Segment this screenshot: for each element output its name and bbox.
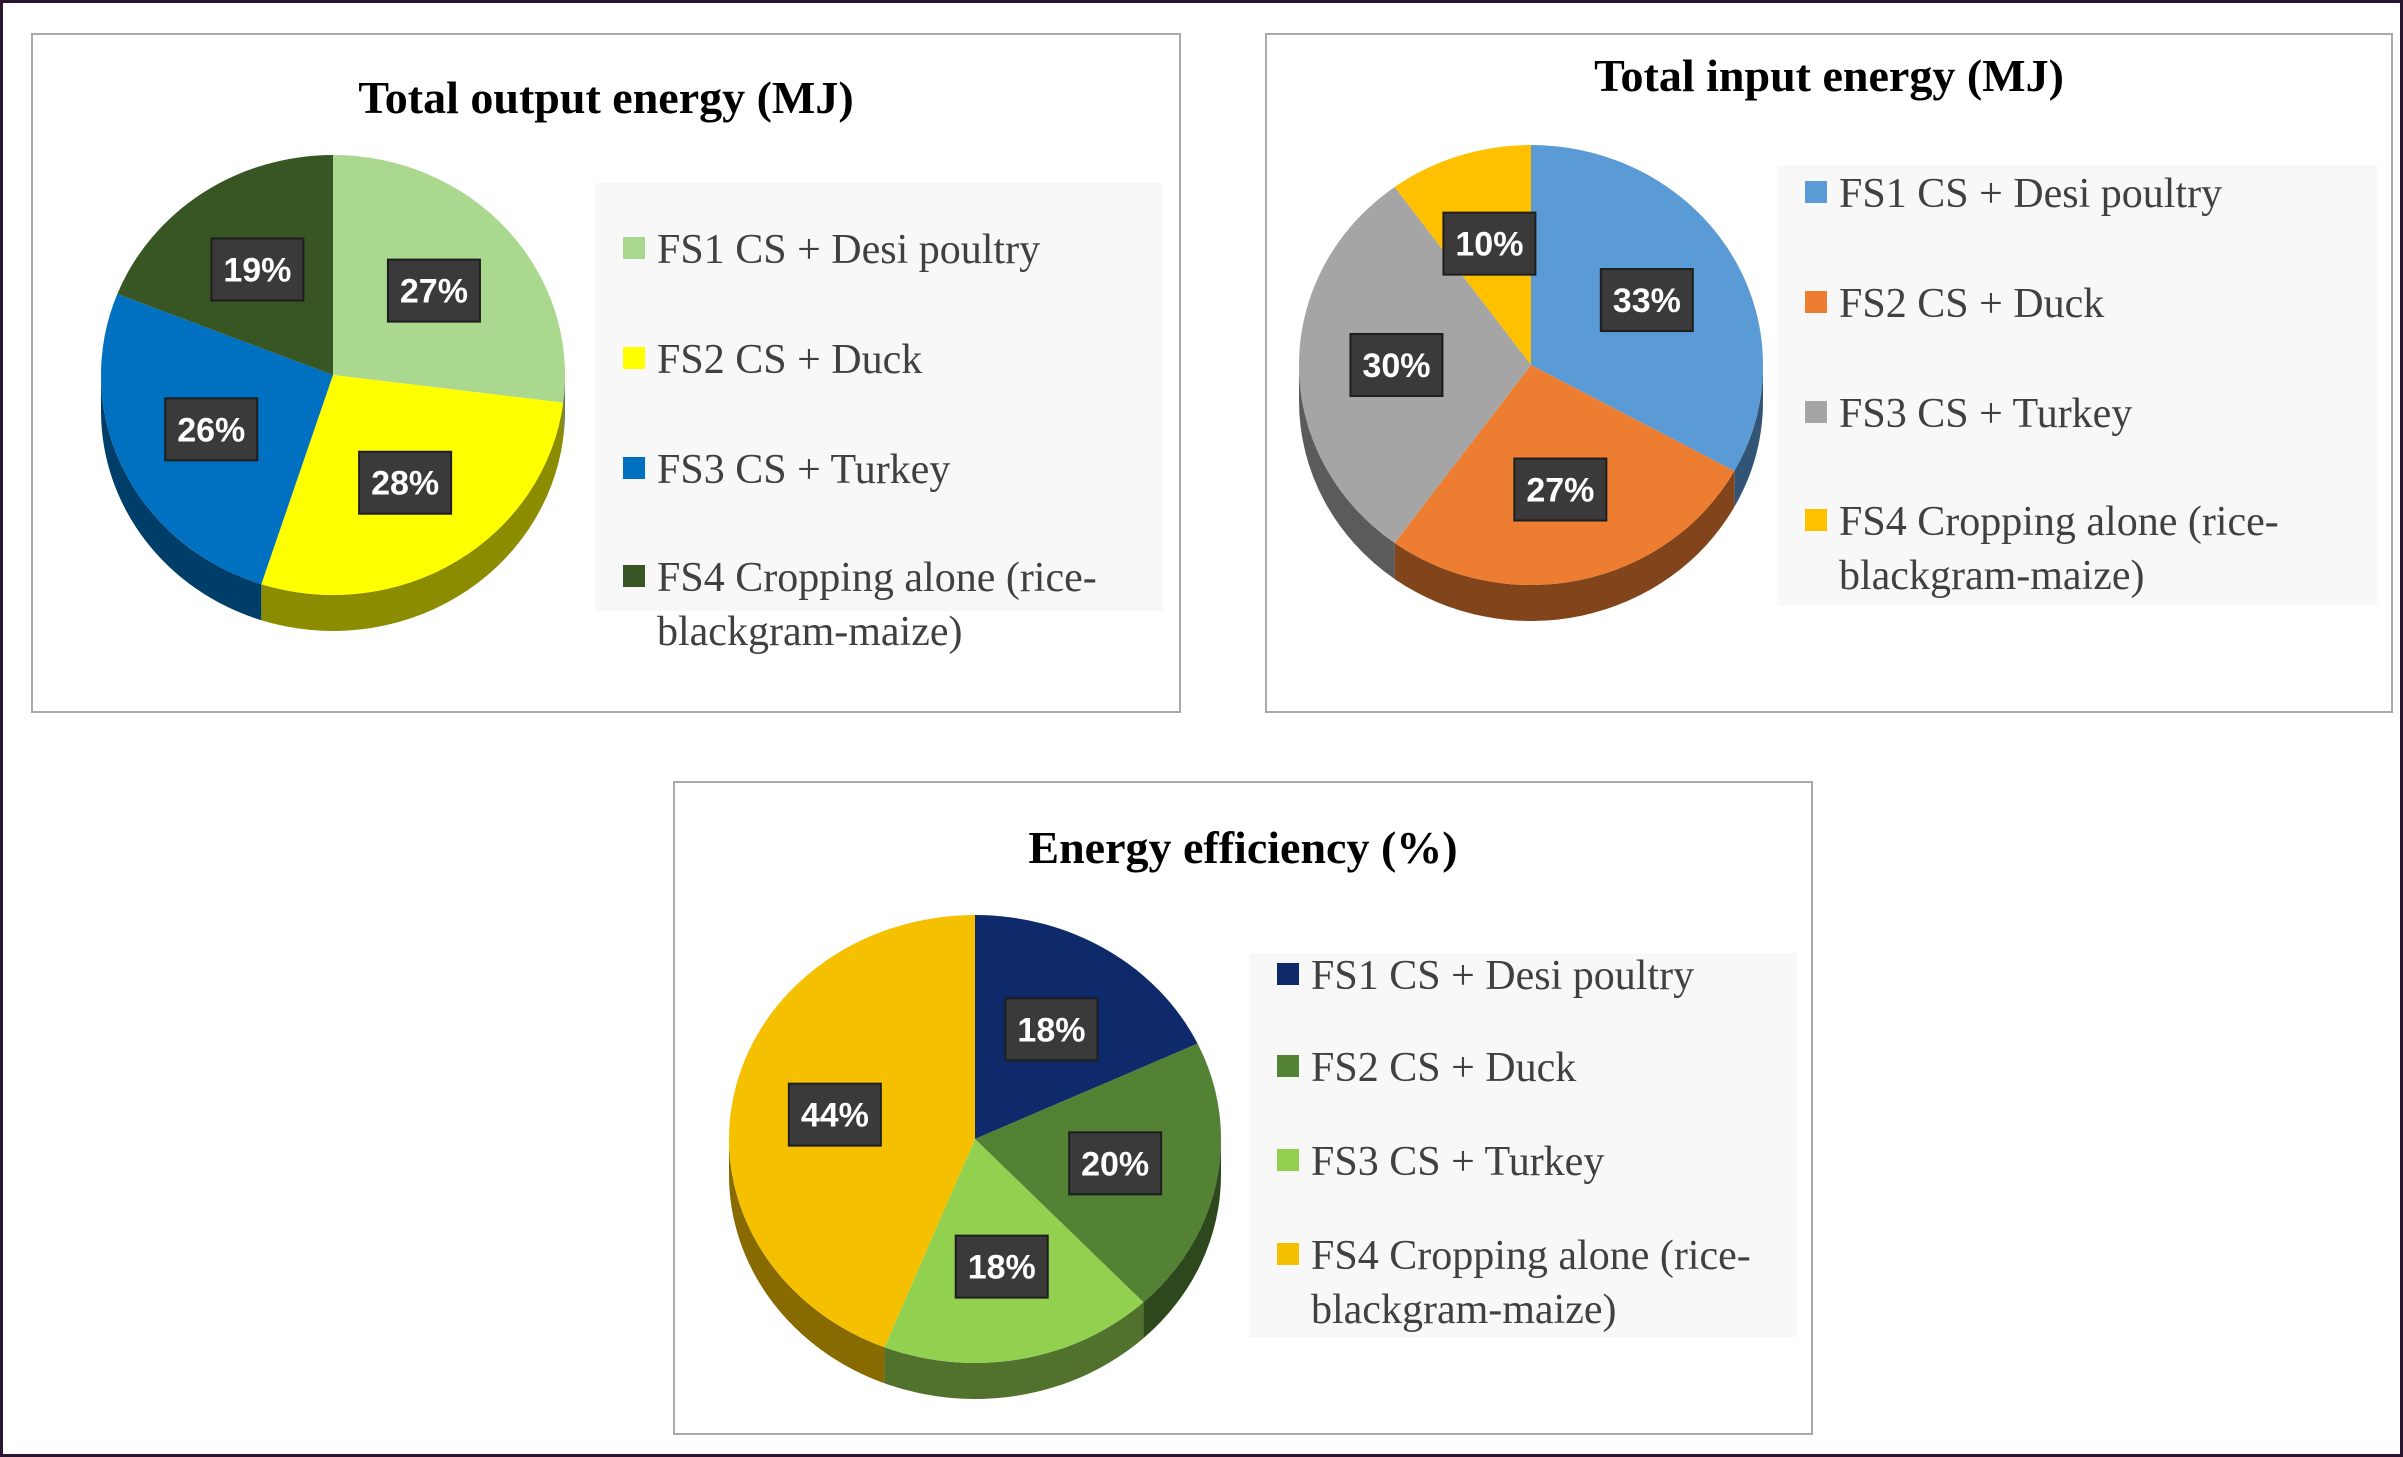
data-label-box xyxy=(1004,997,1099,1062)
legend-item: FS3 CS + Turkey xyxy=(1805,387,2367,441)
data-label-box xyxy=(358,450,453,515)
legend-item: FS4 Cropping alone (rice-blackgram-maize… xyxy=(623,551,1153,659)
data-label: 44% xyxy=(801,1097,869,1135)
legend-item: FS2 CS + Duck xyxy=(1277,1041,1787,1095)
data-label-box xyxy=(954,1234,1049,1299)
legend-label: FS4 Cropping alone (rice-blackgram-maize… xyxy=(1839,499,2279,599)
legend-label: FS1 CS + Desi poultry xyxy=(657,227,1041,273)
legend-label: FS3 CS + Turkey xyxy=(657,447,951,493)
legend-swatch xyxy=(1805,291,1827,313)
legend-swatch xyxy=(1277,1055,1299,1077)
data-label: 19% xyxy=(223,251,291,289)
chart-panel-output-energy: Total output energy (MJ) 27% 28% 26% 19% FS… xyxy=(31,33,1181,713)
legend-item: FS4 Cropping alone (rice-blackgram-maize… xyxy=(1805,495,2367,603)
legend-label: FS2 CS + Duck xyxy=(657,337,923,383)
data-label: 30% xyxy=(1362,347,1430,385)
legend-swatch xyxy=(623,565,645,587)
data-label-box xyxy=(210,237,305,302)
data-label-box xyxy=(1442,211,1537,276)
data-label-box xyxy=(1599,268,1694,333)
data-label: 26% xyxy=(177,411,245,449)
legend-swatch xyxy=(1277,1149,1299,1171)
data-label: 33% xyxy=(1613,282,1681,320)
legend-swatch xyxy=(623,347,645,369)
legend-label: FS1 CS + Desi poultry xyxy=(1839,171,2223,217)
legend-swatch xyxy=(1277,1243,1299,1265)
data-label: 10% xyxy=(1455,226,1523,264)
pie-chart: 27% 28% 26% 19% xyxy=(101,155,565,631)
data-label: 20% xyxy=(1081,1145,1149,1183)
data-label: 18% xyxy=(968,1249,1036,1287)
pie-slice-side xyxy=(1734,365,1763,507)
legend-label: FS3 CS + Turkey xyxy=(1311,1139,1605,1185)
pie-slice-side xyxy=(1143,1139,1221,1339)
data-label-box xyxy=(1349,333,1444,397)
legend-label: FS4 Cropping alone (rice-blackgram-maize… xyxy=(657,555,1097,655)
data-label-box xyxy=(787,1082,882,1147)
legend-item: FS1 CS + Desi poultry xyxy=(623,223,1153,277)
legend-swatch xyxy=(623,457,645,479)
legend-swatch xyxy=(1805,401,1827,423)
chart-title: Total output energy (MJ) xyxy=(358,72,854,123)
data-label-box xyxy=(164,397,259,462)
data-label: 27% xyxy=(1526,472,1594,510)
legend-item: FS3 CS + Turkey xyxy=(1277,1135,1787,1189)
legend-label: FS2 CS + Duck xyxy=(1311,1045,1577,1091)
pie-slice-side xyxy=(261,402,564,631)
pie-chart: 18% 20% 18% 44% xyxy=(728,915,1221,1399)
legend-swatch xyxy=(623,237,645,259)
legend-item: FS2 CS + Duck xyxy=(1805,277,2367,331)
pie-slice-side xyxy=(1299,365,1395,579)
pie-slice-side xyxy=(884,1302,1144,1399)
legend-label: FS2 CS + Duck xyxy=(1839,281,2105,327)
data-label-box xyxy=(1513,457,1608,522)
legend-item: FS2 CS + Duck xyxy=(623,333,1153,387)
legend-item: FS3 CS + Turkey xyxy=(623,443,1153,497)
pie-slice-side xyxy=(1394,470,1735,621)
data-label: 28% xyxy=(371,465,439,503)
chart-title: Energy efficiency (%) xyxy=(1028,822,1458,873)
legend-item: FS1 CS + Desi poultry xyxy=(1805,167,2367,221)
legend-swatch xyxy=(1805,181,1827,203)
chart-title: Total input energy (MJ) xyxy=(1594,50,2064,101)
legend-label: FS1 CS + Desi poultry xyxy=(1311,953,1695,999)
data-label: 18% xyxy=(1017,1011,1085,1049)
data-label: 27% xyxy=(400,273,468,311)
legend-swatch xyxy=(1277,963,1299,985)
pie-slice-side xyxy=(101,375,262,621)
legend-item: FS1 CS + Desi poultry xyxy=(1277,949,1787,1003)
chart-panel-input-energy: Total input energy (MJ) 33% 27% 30% 10% FS1… xyxy=(1265,33,2393,713)
chart-legend: FS1 CS + Desi poultry FS2 CS + Duck FS3 … xyxy=(1777,165,2377,605)
legend-label: FS3 CS + Turkey xyxy=(1839,391,2133,437)
chart-legend: FS1 CS + Desi poultry FS2 CS + Duck FS3 … xyxy=(595,183,1163,655)
legend-swatch xyxy=(1805,509,1827,531)
pie-slice-side xyxy=(563,375,565,439)
legend-item: FS4 Cropping alone (rice-blackgram-maize… xyxy=(1277,1229,1787,1337)
data-label-box xyxy=(386,258,481,323)
legend-label: FS4 Cropping alone (rice-blackgram-maize… xyxy=(1311,1233,1751,1333)
chart-legend: FS1 CS + Desi poultry FS2 CS + Duck FS3 … xyxy=(1249,953,1797,1337)
pie-chart: 33% 27% 30% 10% xyxy=(1299,145,1763,621)
chart-panel-energy-efficiency: Energy efficiency (%) 18% 20% 18% 44% FS1 C… xyxy=(673,781,1813,1435)
data-label-box xyxy=(1068,1131,1163,1196)
pie-slice-side xyxy=(729,1139,885,1384)
